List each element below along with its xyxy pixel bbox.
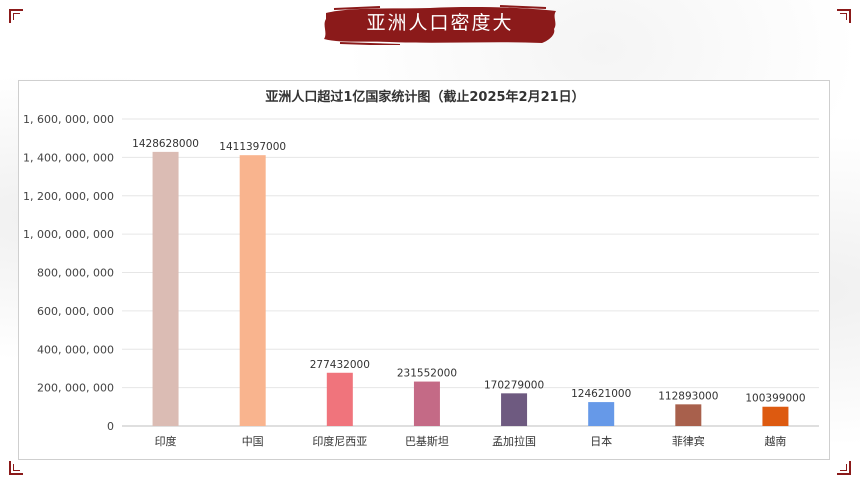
- slide-title: 亚洲人口密度大: [366, 12, 514, 34]
- chart-title: 亚洲人口超过1亿国家统计图（截止2025年2月21日）: [265, 89, 584, 105]
- bars: [152, 151, 789, 426]
- data-labels: 1428628000 1411397000 277432000 231552000 17…: [132, 138, 805, 405]
- corner-ornament-bottom-right: [837, 461, 851, 475]
- corner-ornament-top-right: [837, 9, 851, 23]
- y-tick-label: 200, 000, 000: [37, 382, 114, 395]
- y-axis-ticks: 0 200, 000, 000 400, 000, 000 600, 000, 000…: [23, 113, 114, 433]
- bar: [501, 393, 528, 426]
- bar-value-label: 277432000: [310, 359, 370, 371]
- bar: [152, 151, 179, 426]
- x-category-label: 越南: [764, 434, 786, 448]
- y-tick-label: 1, 600, 000, 000: [23, 113, 114, 126]
- y-tick-label: 1, 200, 000, 000: [23, 190, 114, 203]
- x-axis-categories: 印度 中国 印度尼西亚 巴基斯坦 孟加拉国 日本 菲律宾 越南: [155, 434, 787, 448]
- bar-value-label: 124621000: [571, 388, 631, 400]
- y-tick-label: 800, 000, 000: [37, 267, 114, 280]
- corner-ornament-bottom-left: [9, 461, 23, 475]
- bar: [675, 404, 702, 426]
- title-banner: 亚洲人口密度大: [320, 3, 560, 45]
- y-tick-label: 1, 400, 000, 000: [23, 151, 114, 164]
- bar: [326, 372, 353, 426]
- chart-panel: 亚洲人口超过1亿国家统计图（截止2025年2月21日） 0 200, 000, 0…: [18, 80, 830, 460]
- x-category-label: 巴基斯坦: [405, 434, 449, 448]
- y-tick-label: 600, 000, 000: [37, 305, 114, 318]
- x-category-label: 印度尼西亚: [312, 434, 367, 448]
- x-category-label: 孟加拉国: [492, 434, 536, 448]
- brush-stroke-shape: [324, 5, 556, 45]
- gridlines: [122, 118, 819, 389]
- bar-value-label: 100399000: [745, 393, 805, 405]
- corner-ornament-top-left: [9, 9, 23, 23]
- bar: [239, 155, 266, 426]
- bar: [413, 381, 440, 426]
- y-tick-label: 400, 000, 000: [37, 343, 114, 356]
- x-category-label: 日本: [590, 434, 612, 448]
- x-category-label: 中国: [242, 435, 264, 448]
- bar: [588, 402, 615, 426]
- y-tick-label: 0: [107, 420, 114, 433]
- bar-value-label: 170279000: [484, 379, 544, 391]
- bar-chart: 亚洲人口超过1亿国家统计图（截止2025年2月21日） 0 200, 000, 0…: [23, 89, 819, 448]
- bar-value-label: 1428628000: [132, 138, 199, 150]
- bar-value-label: 231552000: [397, 368, 457, 380]
- y-tick-label: 1, 000, 000, 000: [23, 228, 114, 241]
- x-category-label: 印度: [155, 434, 177, 448]
- bar-value-label: 112893000: [658, 390, 718, 402]
- x-category-label: 菲律宾: [672, 434, 705, 448]
- bar: [762, 406, 789, 426]
- bar-value-label: 1411397000: [219, 141, 286, 153]
